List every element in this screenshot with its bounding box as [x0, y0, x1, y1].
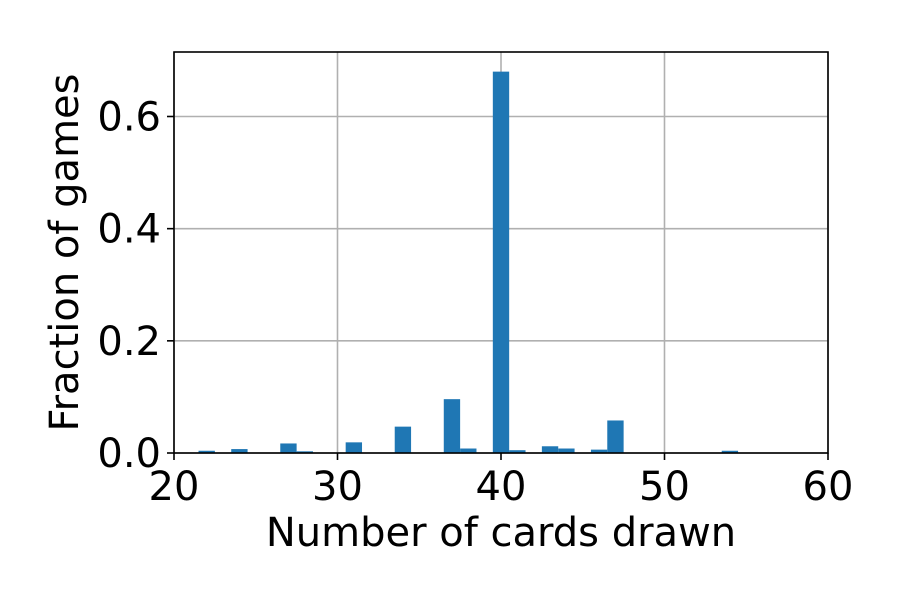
y-tick-label: 0.0 — [97, 431, 161, 477]
bar — [296, 451, 313, 453]
bar — [541, 446, 559, 453]
x-tick-label: 20 — [149, 464, 200, 510]
y-tick-label: 0.4 — [97, 207, 161, 253]
x-tick-label: 60 — [803, 464, 854, 510]
bar — [231, 449, 248, 453]
bar — [280, 443, 297, 453]
bar — [590, 449, 608, 453]
x-tick-label: 50 — [639, 464, 690, 510]
bar — [198, 450, 215, 453]
x-tick-label: 40 — [476, 464, 527, 510]
bar — [394, 426, 412, 453]
y-tick-label: 0.2 — [97, 319, 161, 365]
y-axis-label: Fraction of games — [42, 74, 88, 432]
axis-ticks: 20 30 40 50 60 0.0 0.2 0.4 0.6 — [97, 94, 853, 510]
bar — [492, 71, 510, 454]
x-axis-label: Number of cards drawn — [266, 510, 736, 556]
y-tick-label: 0.6 — [97, 94, 161, 140]
bar — [558, 448, 575, 453]
bar — [607, 420, 624, 453]
bar — [443, 399, 461, 453]
bar — [509, 450, 526, 453]
x-tick-label: 30 — [312, 464, 363, 510]
bar — [721, 450, 739, 453]
bar — [345, 442, 363, 453]
bar — [460, 448, 477, 453]
bars — [198, 71, 739, 454]
